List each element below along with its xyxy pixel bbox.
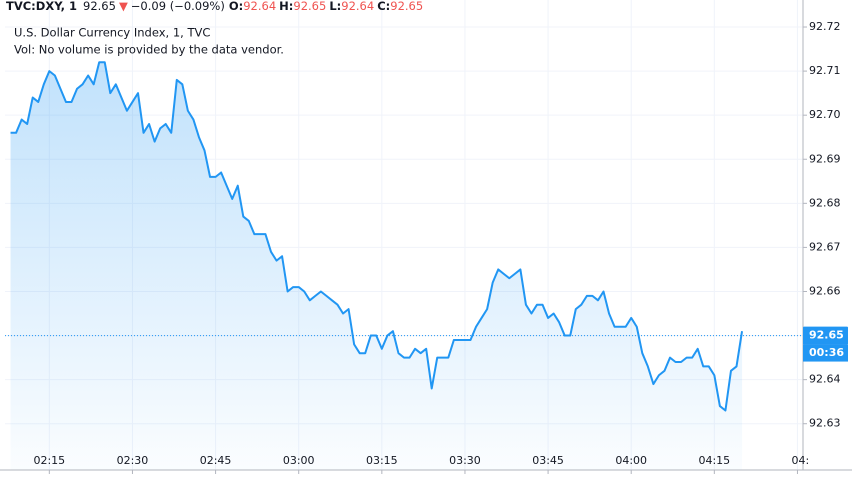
- y-tick-label: 92.64: [809, 373, 841, 386]
- x-tick-label: 03:00: [283, 454, 315, 467]
- plot: [5, 61, 803, 470]
- x-tick-label: 04:00: [615, 454, 647, 467]
- x-tick-label: 04:: [791, 454, 809, 467]
- legend-series: U.S. Dollar Currency Index, 1, TVC: [14, 26, 210, 40]
- y-tick-label: 92.67: [809, 240, 841, 253]
- x-tick-label: 02:30: [117, 454, 149, 467]
- y-tick-label: 92.70: [809, 108, 841, 121]
- change: −0.09 (−0.09%): [131, 0, 225, 13]
- x-tick-label: 04:15: [698, 454, 730, 467]
- ohlc-label: L:: [329, 0, 341, 13]
- x-tick-label: 02:15: [33, 454, 65, 467]
- x-tick-label: 03:45: [532, 454, 564, 467]
- volume-note: Vol: No volume is provided by the data v…: [14, 43, 284, 57]
- y-tick-label: 92.69: [809, 152, 841, 165]
- x-ticks: 02:15 02:30 02:45 03:00 03:15 03:30 03:45 04:00…: [33, 454, 809, 467]
- ohlc-label: H:: [279, 0, 293, 13]
- y-tick-label: 92.68: [809, 196, 841, 209]
- x-tick-label: 02:45: [200, 454, 232, 467]
- symbol: TVC:DXY, 1: [6, 0, 77, 13]
- y-tick-label: 92.63: [809, 417, 841, 430]
- ohlc-label: C:: [377, 0, 390, 13]
- ohlc-value: 92.64: [341, 0, 374, 13]
- y-tick-label: 92.72: [809, 20, 841, 33]
- axes: 92.63 92.64 92.65 92.66 92.67 92.68 92.69 92.70…: [33, 20, 848, 474]
- ohlc-label: O:: [229, 0, 243, 13]
- y-tick-label: 92.71: [809, 64, 841, 77]
- price-line: [10, 61, 744, 412]
- countdown-box: [803, 344, 848, 362]
- price: 92.65: [83, 0, 116, 13]
- ohlc-value: 92.65: [390, 0, 423, 13]
- last-price-label: 92.65: [809, 329, 844, 342]
- area-fill: [10, 62, 743, 470]
- countdown-label: 00:36: [809, 346, 844, 359]
- x-tick-label: 03:30: [449, 454, 481, 467]
- ohlc-value: 92.64: [243, 0, 276, 13]
- last-price-box: [803, 326, 848, 345]
- x-tick-label: 03:15: [366, 454, 398, 467]
- header: TVC:DXY, 1 92.65 ▼ −0.09 (−0.09%) O:92.64 H:9…: [6, 0, 423, 13]
- y-tick-label: 92.66: [809, 284, 841, 297]
- ohlc-value: 92.65: [293, 0, 326, 13]
- change-arrow: ▼: [119, 0, 128, 13]
